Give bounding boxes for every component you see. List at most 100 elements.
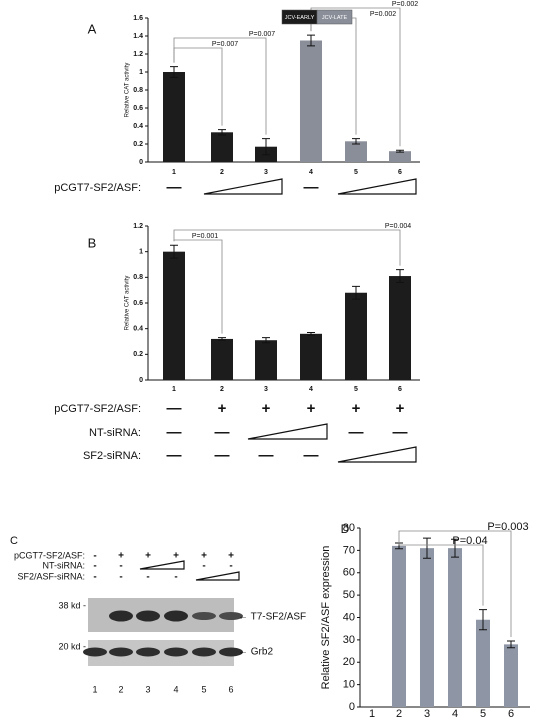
band bbox=[164, 647, 188, 657]
y-tick-label: 80 bbox=[343, 522, 355, 534]
band bbox=[219, 612, 243, 620]
treatment-symbol: — bbox=[304, 179, 319, 196]
treatment-symbol: - bbox=[229, 561, 232, 572]
x-tick-label: 6 bbox=[508, 708, 514, 720]
treatment-symbol: - bbox=[174, 572, 177, 583]
x-tick-label: 2 bbox=[220, 386, 224, 393]
treatment-symbol: + bbox=[307, 400, 316, 417]
bar bbox=[504, 644, 518, 707]
p-value: P=0.007 bbox=[212, 41, 238, 48]
error-bar bbox=[396, 269, 404, 283]
lane-number: 2 bbox=[118, 684, 123, 694]
band bbox=[164, 610, 188, 622]
panel-label: D bbox=[341, 522, 350, 536]
treatment-symbol: - bbox=[93, 572, 96, 583]
error-bar bbox=[507, 640, 515, 649]
x-tick-label: 3 bbox=[264, 386, 268, 393]
legend-swatch bbox=[316, 9, 353, 25]
bar bbox=[300, 40, 322, 162]
p-value: P=0.007 bbox=[249, 31, 275, 38]
x-tick-label: 4 bbox=[452, 708, 458, 720]
dose-ramp bbox=[337, 446, 417, 463]
y-tick-label: 0.2 bbox=[133, 141, 143, 148]
treatment-symbol: — bbox=[167, 400, 182, 417]
bar bbox=[255, 340, 277, 380]
y-tick-label: 0.6 bbox=[133, 105, 143, 112]
treatment-symbol: - bbox=[93, 551, 96, 562]
band-label: ← T7-SF2/ASF bbox=[238, 612, 306, 623]
treatment-symbol: + bbox=[173, 551, 179, 562]
dose-ramp bbox=[337, 178, 417, 195]
error-bar bbox=[423, 537, 431, 559]
y-tick-label: 1.2 bbox=[133, 51, 143, 58]
treatment-symbol: + bbox=[201, 551, 207, 562]
panel-label: C bbox=[10, 535, 18, 547]
error-bar bbox=[218, 129, 226, 136]
bar bbox=[345, 292, 367, 380]
p-value: P=0.002 bbox=[370, 11, 396, 18]
treatment-symbol: + bbox=[262, 400, 271, 417]
band bbox=[136, 610, 160, 622]
bar bbox=[392, 545, 406, 707]
y-tick-label: 20 bbox=[343, 656, 355, 668]
treatment-symbol: — bbox=[215, 424, 230, 441]
significance-bracket bbox=[173, 229, 401, 266]
treatment-symbol: — bbox=[167, 424, 182, 441]
error-bar bbox=[479, 609, 487, 631]
treatment-symbol: + bbox=[145, 551, 151, 562]
y-tick-label: 0 bbox=[349, 701, 355, 713]
treatment-label: SF2-siRNA: bbox=[83, 450, 141, 462]
x-tick-label: 2 bbox=[220, 169, 224, 176]
error-bar bbox=[170, 244, 178, 259]
y-tick-label: 60 bbox=[343, 567, 355, 579]
treatment-label: pCGT7-SF2/ASF: bbox=[14, 550, 85, 560]
error-bar bbox=[262, 138, 270, 156]
significance-bracket bbox=[398, 538, 484, 606]
p-value: P=0.004 bbox=[385, 223, 411, 230]
significance-bracket bbox=[398, 530, 512, 637]
x-tick-label: 3 bbox=[264, 169, 268, 176]
treatment-label: pCGT7-SF2/ASF: bbox=[54, 403, 141, 415]
bar bbox=[476, 619, 490, 707]
y-tick-label: 10 bbox=[343, 679, 355, 691]
error-bar bbox=[352, 285, 360, 300]
band bbox=[192, 647, 216, 657]
lane-number: 3 bbox=[145, 684, 150, 694]
dose-ramp bbox=[247, 423, 328, 440]
x-tick-label: 3 bbox=[424, 708, 430, 720]
panel-label: B bbox=[88, 235, 97, 250]
y-tick-label: 70 bbox=[343, 544, 355, 556]
p-value: P=0.001 bbox=[192, 233, 218, 240]
treatment-symbol: — bbox=[167, 447, 182, 464]
bar bbox=[345, 141, 367, 162]
y-tick-label: 0.8 bbox=[133, 274, 143, 281]
treatment-label: NT-siRNA: bbox=[89, 427, 141, 439]
x-tick-label: 5 bbox=[480, 708, 486, 720]
bar bbox=[211, 132, 233, 162]
treatment-symbol: + bbox=[228, 551, 234, 562]
error-bar bbox=[170, 66, 178, 78]
treatment-label: pCGT7-SF2/ASF: bbox=[54, 182, 141, 194]
x-tick-label: 4 bbox=[309, 169, 313, 176]
x-tick-label: 1 bbox=[172, 169, 176, 176]
y-tick-label: 30 bbox=[343, 634, 355, 646]
treatment-symbol: - bbox=[119, 572, 122, 583]
treatment-label: NT-siRNA: bbox=[43, 560, 86, 570]
y-tick-label: 1.2 bbox=[133, 223, 143, 230]
y-tick-label: 1 bbox=[139, 249, 143, 256]
significance-bracket bbox=[173, 37, 267, 135]
y-tick-label: 0 bbox=[139, 159, 143, 166]
band bbox=[109, 647, 133, 657]
bar bbox=[448, 548, 462, 707]
treatment-symbol: - bbox=[146, 572, 149, 583]
bar bbox=[389, 276, 411, 380]
treatment-symbol: — bbox=[304, 447, 319, 464]
p-value: P=0.04 bbox=[452, 535, 487, 547]
y-tick-label: 0.2 bbox=[133, 351, 143, 358]
treatment-symbol: + bbox=[352, 400, 361, 417]
treatment-symbol: — bbox=[215, 447, 230, 464]
y-tick-label: 0.8 bbox=[133, 87, 143, 94]
band bbox=[83, 647, 107, 657]
treatment-symbol: — bbox=[259, 447, 274, 464]
